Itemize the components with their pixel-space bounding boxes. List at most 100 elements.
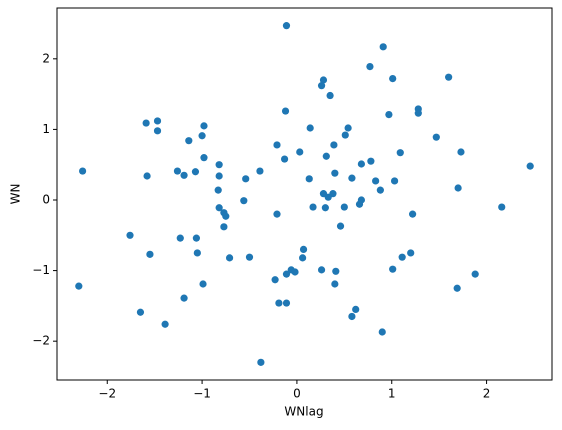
axes-frame xyxy=(56,7,553,381)
point xyxy=(282,270,291,278)
point xyxy=(176,234,184,242)
point xyxy=(409,210,417,218)
point xyxy=(317,82,326,90)
point xyxy=(215,204,223,212)
point xyxy=(146,250,154,258)
point xyxy=(331,280,339,288)
point xyxy=(378,328,386,336)
y-axis-label: WN xyxy=(9,184,23,205)
point xyxy=(319,76,328,84)
point xyxy=(390,177,399,185)
point xyxy=(136,308,145,316)
point xyxy=(367,157,375,165)
point xyxy=(161,320,169,328)
x-axis-label: WNlag xyxy=(284,405,323,419)
point xyxy=(180,171,188,179)
point xyxy=(332,267,340,275)
point xyxy=(291,268,299,276)
point xyxy=(191,168,200,176)
point xyxy=(200,154,208,162)
point xyxy=(379,43,387,51)
point xyxy=(173,167,182,175)
point xyxy=(273,210,281,218)
point xyxy=(372,177,380,185)
y-tick-label: 2 xyxy=(42,51,50,65)
point xyxy=(432,133,440,141)
point xyxy=(498,203,506,211)
point xyxy=(126,231,134,239)
point xyxy=(280,155,289,163)
point xyxy=(306,124,314,132)
point xyxy=(471,270,479,278)
point xyxy=(309,203,317,211)
point xyxy=(324,193,332,201)
point xyxy=(385,110,393,119)
point xyxy=(296,148,304,156)
point xyxy=(79,167,87,175)
point xyxy=(275,299,283,307)
point xyxy=(257,358,265,366)
point xyxy=(245,253,254,261)
point xyxy=(321,204,329,212)
point xyxy=(336,222,345,230)
point xyxy=(143,172,151,180)
y-tick-label: 0 xyxy=(42,193,50,207)
point xyxy=(344,124,352,132)
point xyxy=(445,73,453,81)
point xyxy=(142,119,150,127)
point xyxy=(193,249,201,257)
point xyxy=(330,141,338,149)
point xyxy=(453,284,461,292)
point xyxy=(414,109,422,117)
point xyxy=(215,161,223,169)
point xyxy=(454,184,462,192)
y-tick-label: −1 xyxy=(32,263,50,277)
point xyxy=(180,294,188,302)
point xyxy=(355,200,364,208)
point xyxy=(242,175,250,183)
point xyxy=(199,280,207,288)
point xyxy=(282,22,291,30)
point xyxy=(352,305,360,314)
point xyxy=(282,299,291,307)
point xyxy=(75,282,83,290)
x-tick-label: 0 xyxy=(293,387,301,401)
point xyxy=(348,174,356,182)
point xyxy=(396,149,404,157)
point xyxy=(214,186,222,194)
point xyxy=(326,91,334,100)
point xyxy=(407,249,415,257)
point xyxy=(153,117,162,125)
x-tick-label: −2 xyxy=(98,387,116,401)
point xyxy=(299,254,307,262)
point xyxy=(340,203,348,211)
point xyxy=(457,148,465,156)
point xyxy=(398,253,406,261)
point xyxy=(185,137,193,145)
point xyxy=(331,169,339,177)
point xyxy=(366,62,374,71)
point xyxy=(348,312,356,321)
point xyxy=(305,175,313,183)
y-tick-label: 1 xyxy=(42,122,50,136)
x-tick-label: 2 xyxy=(483,387,491,401)
point xyxy=(256,167,264,175)
point xyxy=(281,107,290,115)
point xyxy=(317,266,326,274)
point xyxy=(526,162,534,170)
point xyxy=(299,245,308,254)
point xyxy=(225,254,234,262)
point xyxy=(376,186,384,194)
point xyxy=(240,197,248,205)
point xyxy=(153,127,162,135)
x-tick-label: −1 xyxy=(193,387,211,401)
point xyxy=(341,131,349,139)
point xyxy=(198,132,206,140)
point xyxy=(215,172,223,180)
y-tick-label: −2 xyxy=(32,334,50,348)
point xyxy=(389,265,397,273)
point xyxy=(389,74,397,83)
point xyxy=(220,223,228,231)
point xyxy=(271,276,279,284)
